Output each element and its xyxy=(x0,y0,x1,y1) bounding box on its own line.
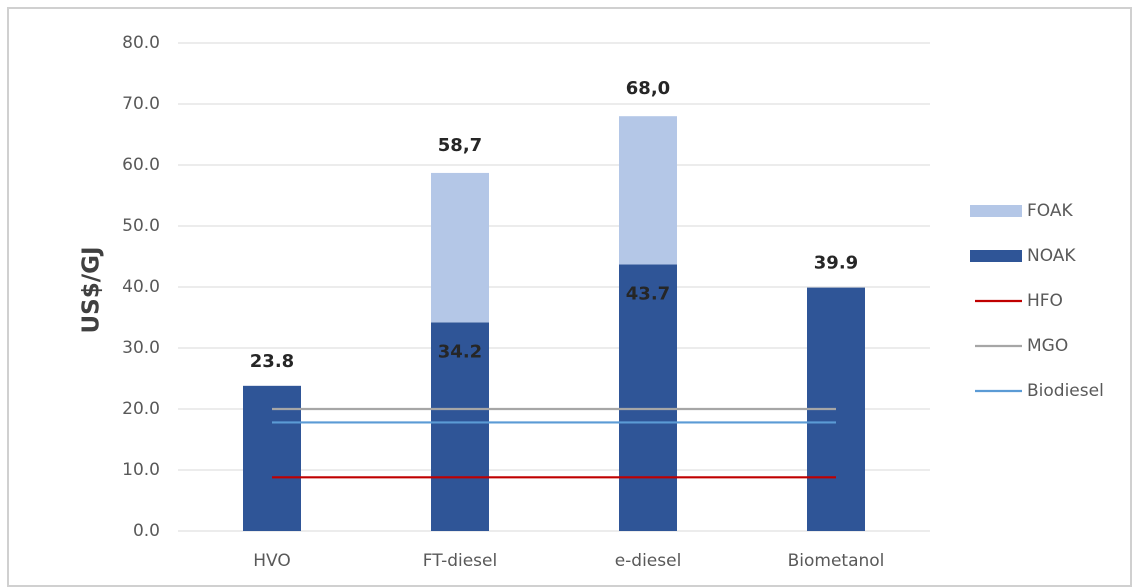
bar-segment xyxy=(431,322,489,531)
bar-segment xyxy=(619,116,677,265)
legend-label: NOAK xyxy=(1027,246,1076,266)
y-tick-label: 50.0 xyxy=(122,216,160,236)
total-label: 58,7 xyxy=(438,135,482,156)
data-label: 39.9 xyxy=(814,253,858,274)
y-tick-label: 20.0 xyxy=(122,399,160,419)
y-tick-label: 40.0 xyxy=(122,277,160,297)
legend-label: FOAK xyxy=(1027,201,1073,221)
data-label: 23.8 xyxy=(250,351,294,372)
x-tick-label: HVO xyxy=(253,551,291,571)
x-tick-label: e-diesel xyxy=(615,551,682,571)
data-label: 43.7 xyxy=(626,283,670,304)
y-tick-label: 60.0 xyxy=(122,155,160,175)
y-tick-label: 80.0 xyxy=(122,33,160,53)
y-tick-label: 10.0 xyxy=(122,460,160,480)
x-tick-label: FT-diesel xyxy=(423,551,497,571)
legend-label: HFO xyxy=(1027,291,1063,311)
legend-swatch xyxy=(970,205,1022,217)
bar-segment xyxy=(619,264,677,531)
legend-label: Biodiesel xyxy=(1027,381,1104,401)
y-axis-label: US$/GJ xyxy=(79,246,105,333)
bar-segment xyxy=(431,172,489,323)
chart-frame xyxy=(7,7,1132,587)
y-tick-label: 0.0 xyxy=(133,521,160,541)
data-label: 34.2 xyxy=(438,341,482,362)
legend-label: MGO xyxy=(1027,336,1068,356)
bar-segment xyxy=(243,385,301,531)
y-tick-label: 70.0 xyxy=(122,94,160,114)
y-tick-label: 30.0 xyxy=(122,338,160,358)
x-tick-label: Biometanol xyxy=(788,551,885,571)
legend-swatch xyxy=(970,250,1022,262)
total-label: 68,0 xyxy=(626,78,670,99)
